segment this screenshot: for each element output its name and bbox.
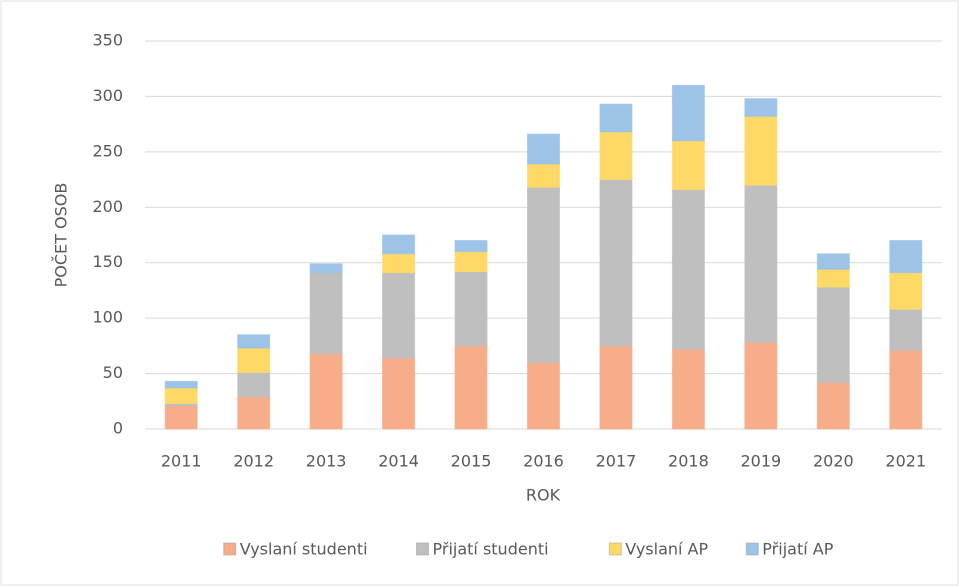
x-axis-label: ROK	[526, 486, 561, 505]
bar-segment	[454, 345, 488, 430]
bar-segment	[671, 348, 705, 430]
x-tick-label: 2017	[596, 452, 637, 471]
bar-segment	[237, 347, 271, 373]
legend-swatch	[608, 542, 622, 556]
bar-segment	[382, 272, 416, 359]
bar-segment	[744, 342, 778, 430]
y-tick-label: 50	[103, 363, 123, 382]
bar-segment	[816, 268, 850, 288]
bar-segment	[744, 115, 778, 186]
bar-segment	[889, 308, 923, 351]
bar-segment	[454, 251, 488, 273]
legend-swatch	[745, 542, 759, 556]
bar-segment	[309, 272, 343, 355]
y-tick-label: 100	[92, 308, 123, 327]
bar-segment	[889, 349, 923, 430]
x-tick-label: 2014	[378, 452, 419, 471]
x-tick-label: 2018	[668, 452, 709, 471]
x-tick-label: 2020	[813, 452, 854, 471]
bar-segment	[237, 334, 271, 349]
y-tick-label: 350	[92, 31, 123, 50]
bar-segment	[671, 189, 705, 350]
bar-segment	[382, 253, 416, 274]
legend-label: Vyslaní AP	[625, 540, 708, 559]
legend-swatch	[416, 542, 429, 556]
bar-segment	[164, 387, 198, 405]
bar-segment	[671, 140, 705, 191]
y-tick-label: 150	[92, 252, 123, 271]
x-tick-label: 2011	[161, 452, 202, 471]
bar-segment	[454, 271, 488, 347]
y-tick-label: 200	[92, 197, 123, 216]
x-tick-label: 2013	[306, 452, 347, 471]
legend-swatch	[223, 542, 237, 556]
bar-segment	[382, 357, 416, 430]
bar-segment	[671, 84, 705, 142]
y-tick-label: 0	[113, 419, 123, 438]
y-tick-label: 250	[92, 141, 123, 160]
legend-label: Vyslaní studenti	[240, 540, 368, 559]
bar-segment	[382, 234, 416, 255]
bar-segment	[889, 240, 923, 274]
x-tick-label: 2021	[885, 452, 926, 471]
bar-segment	[599, 345, 633, 430]
y-axis-label: POČET OSOB	[52, 183, 71, 288]
bar-segment	[309, 263, 343, 274]
x-tick-label: 2019	[741, 452, 782, 471]
bar-segment	[164, 380, 198, 389]
bar-segment	[527, 163, 560, 188]
x-tick-label: 2016	[523, 452, 564, 471]
bar-segment	[237, 396, 271, 430]
y-tick-label: 300	[92, 86, 123, 105]
bar-segment	[527, 186, 560, 363]
x-tick-label: 2012	[233, 452, 274, 471]
bar-segment	[527, 133, 560, 165]
bar-segment	[164, 405, 198, 430]
bar-segment	[816, 253, 850, 270]
bar-segment	[599, 179, 633, 347]
x-tick-label: 2015	[451, 452, 492, 471]
legend-label: Přijatí studenti	[433, 540, 549, 559]
bar-segment	[527, 361, 560, 430]
bar-segment	[816, 286, 850, 383]
bar-segment	[744, 98, 778, 117]
bar-segment	[816, 381, 850, 430]
bar-segment	[599, 103, 633, 133]
bar-segment	[744, 184, 778, 344]
bar-segment	[599, 131, 633, 181]
legend-label: Přijatí AP	[762, 540, 833, 559]
bar-segment	[454, 240, 488, 253]
bar-segment	[889, 272, 923, 310]
bar-segment	[237, 371, 271, 398]
bar-segment	[309, 353, 343, 430]
